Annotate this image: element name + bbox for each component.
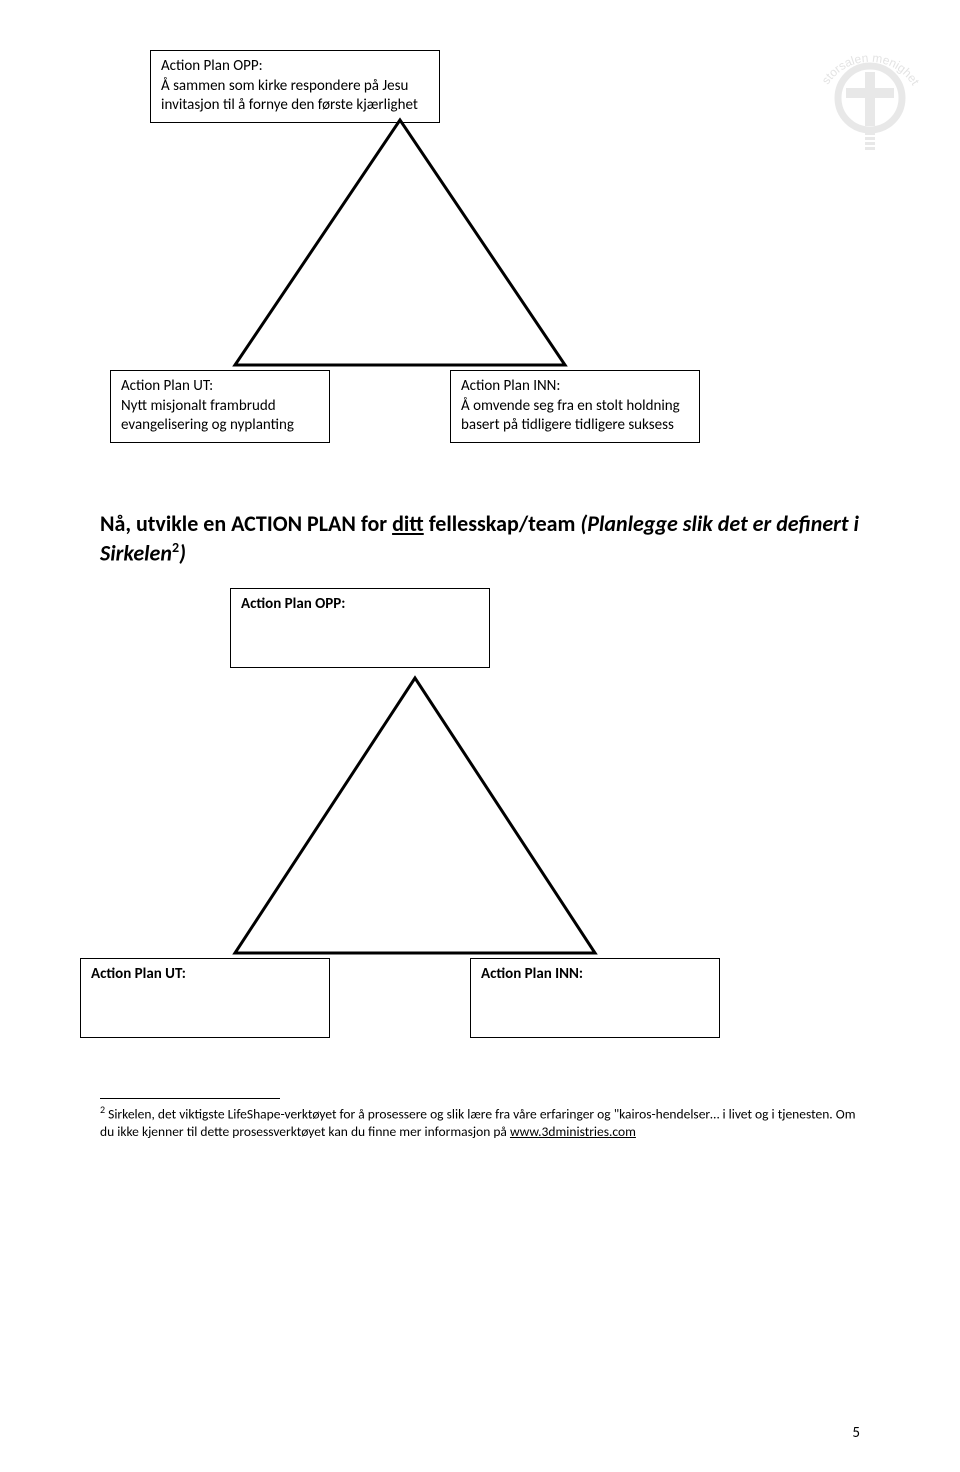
- heading-part1: Nå, utvikle en ACTION PLAN for: [100, 510, 392, 537]
- box-opp-1-line1: Å sammen som kirke respondere på Jesu: [161, 77, 429, 97]
- heading-super: 2: [172, 539, 179, 556]
- footnote-link[interactable]: www.3dministries.com: [510, 1123, 636, 1140]
- box-inn-2: Action Plan INN:: [470, 958, 720, 1038]
- box-inn-2-title: Action Plan INN:: [481, 965, 709, 985]
- box-opp-2: Action Plan OPP:: [230, 588, 490, 668]
- triangle-1: [230, 115, 570, 375]
- box-opp-2-title: Action Plan OPP:: [241, 595, 479, 615]
- box-ut-1-line2: evangelisering og nyplanting: [121, 416, 319, 436]
- triangle-2: [230, 673, 600, 963]
- box-opp-1: Action Plan OPP: Å sammen som kirke resp…: [150, 50, 440, 123]
- box-inn-1-line1: Å omvende seg fra en stolt holdning: [461, 397, 689, 417]
- box-inn-1: Action Plan INN: Å omvende seg fra en st…: [450, 370, 700, 443]
- footnote-separator: [100, 1098, 280, 1099]
- box-inn-1-line2: basert på tidligere tidligere suksess: [461, 416, 689, 436]
- diagram-1: Action Plan OPP: Å sammen som kirke resp…: [100, 50, 860, 470]
- heading-close: ): [179, 539, 186, 566]
- footnote: 2 Sirkelen, det viktigste LifeShape-verk…: [100, 1103, 860, 1141]
- box-ut-2: Action Plan UT:: [80, 958, 330, 1038]
- box-inn-1-title: Action Plan INN:: [461, 377, 689, 397]
- box-opp-1-line2: invitasjon til å fornye den første kjærl…: [161, 96, 429, 116]
- section-heading: Nå, utvikle en ACTION PLAN for ditt fell…: [100, 510, 860, 568]
- box-ut-1-line1: Nytt misjonalt frambrudd: [121, 397, 319, 417]
- footnote-text: Sirkelen, det viktigste LifeShape-verktø…: [100, 1105, 855, 1140]
- heading-part2: fellesskap/team: [424, 510, 581, 537]
- heading-underline: ditt: [392, 510, 424, 537]
- box-ut-2-title: Action Plan UT:: [91, 965, 319, 985]
- diagram-2: Action Plan OPP: Action Plan UT: Action …: [100, 588, 860, 1058]
- page-number: 5: [852, 1424, 860, 1442]
- box-ut-1: Action Plan UT: Nytt misjonalt frambrudd…: [110, 370, 330, 443]
- box-opp-1-title: Action Plan OPP:: [161, 57, 429, 77]
- box-ut-1-title: Action Plan UT:: [121, 377, 319, 397]
